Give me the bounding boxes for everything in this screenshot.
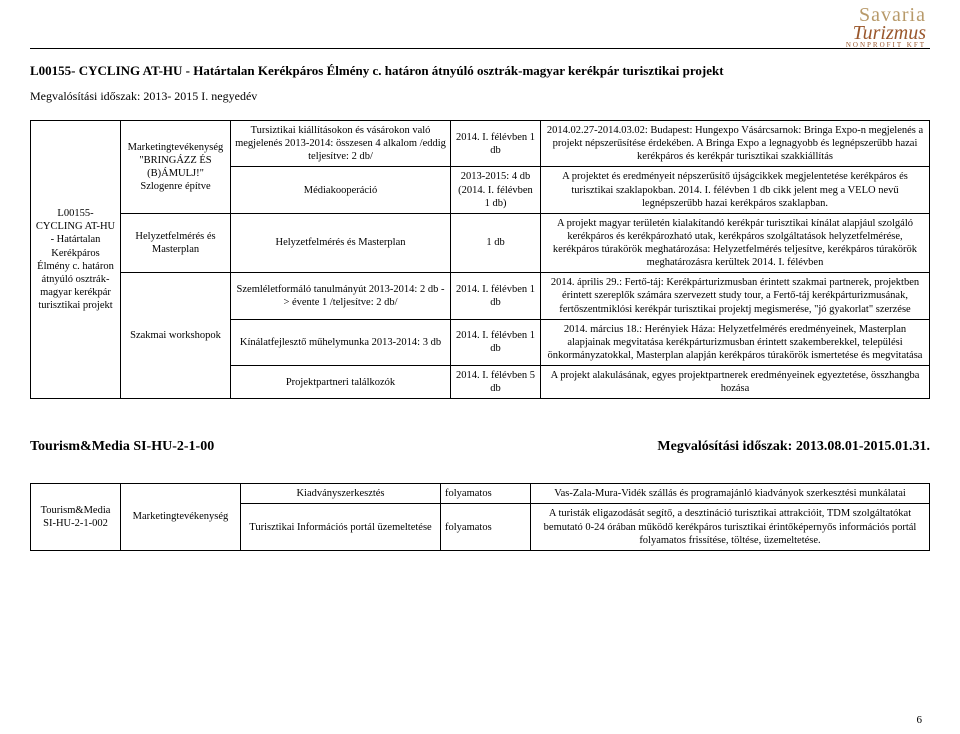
qty-cell: 2014. I. félévben 1 db (451, 121, 541, 167)
task-cell: Kiadványszerkesztés (241, 484, 441, 504)
task-cell: Médiakooperáció (231, 167, 451, 213)
table-row: L00155- CYCLING AT-HU - Határtalan Kerék… (31, 121, 930, 167)
logo-line2: Turizmus (846, 24, 926, 42)
qty-cell: folyamatos (441, 484, 531, 504)
table-row: Tourism&Media SI-HU-2-1-002 Marketingtev… (31, 484, 930, 504)
desc-cell: 2014.02.27-2014.03.02: Budapest: Hungexp… (541, 121, 930, 167)
header-divider (30, 48, 930, 49)
proj-cell: Tourism&Media SI-HU-2-1-002 (31, 484, 121, 551)
activity-cell: Marketingtevékenység "BRINGÁZZ ÉS (B)ÁMU… (121, 121, 231, 214)
project1-table: L00155- CYCLING AT-HU - Határtalan Kerék… (30, 120, 930, 399)
task-cell: Szemléletformáló tanulmányút 2013-2014: … (231, 273, 451, 319)
task-cell: Helyzetfelmérés és Masterplan (231, 213, 451, 273)
task-cell: Kínálatfejlesztő műhelymunka 2013-2014: … (231, 319, 451, 365)
project2-heading: Tourism&Media SI-HU-2-1-00 Megvalósítási… (30, 439, 930, 455)
page-number: 6 (917, 714, 923, 726)
logo-sub: NONPROFIT KFT (846, 42, 926, 48)
task-cell: Projektpartneri találkozók (231, 366, 451, 399)
desc-cell: A projektet és eredményeit népszerűsítő … (541, 167, 930, 213)
qty-cell: 2014. I. félévben 1 db (451, 319, 541, 365)
task-cell: Turisztikai Információs portál üzemeltet… (241, 504, 441, 550)
desc-cell: A projekt alakulásának, egyes projektpar… (541, 366, 930, 399)
activity-cell: Marketingtevékenység (121, 484, 241, 551)
table-row: Szakmai workshopok Szemléletformáló tanu… (31, 273, 930, 319)
project1-period: Megvalósítási időszak: 2013- 2015 I. neg… (30, 89, 930, 104)
qty-cell: 2014. I. félévben 1 db (451, 273, 541, 319)
table-row: Helyzetfelmérés és Masterplan Helyzetfel… (31, 213, 930, 273)
project2-table: Tourism&Media SI-HU-2-1-002 Marketingtev… (30, 483, 930, 551)
qty-cell: 1 db (451, 213, 541, 273)
activity-cell: Szakmai workshopok (121, 273, 231, 399)
brand-logo: Savaria Turizmus NONPROFIT KFT (846, 6, 926, 48)
qty-cell: folyamatos (441, 504, 531, 550)
project2-title-right: Megvalósítási időszak: 2013.08.01-2015.0… (657, 439, 930, 455)
desc-cell: A turisták eligazodását segítő, a deszti… (531, 504, 930, 550)
proj-cell: L00155- CYCLING AT-HU - Határtalan Kerék… (31, 121, 121, 399)
activity-cell: Helyzetfelmérés és Masterplan (121, 213, 231, 273)
project2-title-left: Tourism&Media SI-HU-2-1-00 (30, 439, 214, 455)
desc-cell: 2014. március 18.: Herényiek Háza: Helyz… (541, 319, 930, 365)
project1-title: L00155- CYCLING AT-HU - Határtalan Kerék… (30, 63, 930, 79)
desc-cell: A projekt magyar területén kialakítandó … (541, 213, 930, 273)
qty-cell: 2013-2015: 4 db (2014. I. félévben 1 db) (451, 167, 541, 213)
task-cell: Tursiztikai kiállításokon és vásárokon v… (231, 121, 451, 167)
desc-cell: 2014. április 29.: Fertő-táj: Kerékpártu… (541, 273, 930, 319)
desc-cell: Vas-Zala-Mura-Vidék szállás és programaj… (531, 484, 930, 504)
qty-cell: 2014. I. félévben 5 db (451, 366, 541, 399)
